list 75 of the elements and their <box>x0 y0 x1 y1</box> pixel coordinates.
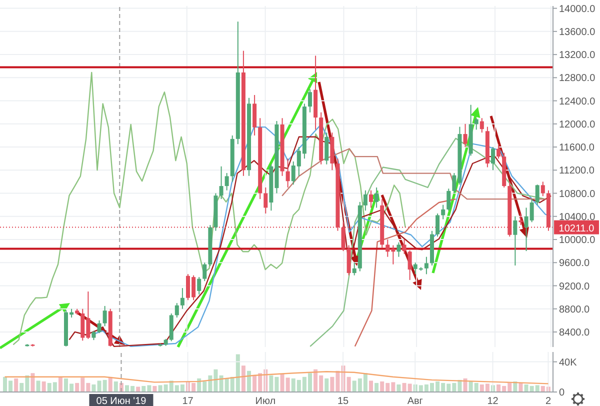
candlestick <box>363 190 368 212</box>
candlestick <box>324 132 329 165</box>
bar <box>247 370 251 392</box>
y-tick-label: 8800.0 <box>559 304 590 316</box>
y-tick-label: 10400.0 <box>559 212 596 223</box>
candlestick <box>308 88 312 113</box>
candlestick <box>252 94 257 136</box>
candlestick <box>436 212 440 238</box>
candlestick <box>402 239 406 254</box>
y-tick-label: 8400.0 <box>559 328 590 339</box>
y-tick-label: 13200.0 <box>559 50 596 62</box>
candlestick <box>197 276 202 295</box>
bar <box>30 373 35 392</box>
line-series <box>354 198 456 347</box>
x-tick-label: 12 <box>487 396 499 406</box>
y-tick-label: 40K <box>559 357 578 368</box>
y-tick-label: 14000.0 <box>559 4 596 15</box>
bar <box>36 380 40 392</box>
candlestick <box>224 172 229 191</box>
candlestick <box>396 242 401 258</box>
candlestick <box>180 288 184 310</box>
y-tick-label: 9200.0 <box>559 281 590 292</box>
candlestick <box>441 204 446 220</box>
candlestick <box>174 302 179 318</box>
y-tick-label: 0 <box>559 388 565 399</box>
x-tick-label: 17 <box>182 396 194 406</box>
y-tick-label: 12400.0 <box>559 96 596 108</box>
bar <box>114 381 118 392</box>
bar <box>374 382 379 392</box>
bar <box>42 381 46 392</box>
x-tick-label: 05 Июн '19 <box>96 396 147 406</box>
y-tick-label: 9600.0 <box>559 258 590 270</box>
line-series <box>4 371 549 384</box>
y-tick-label: 11200.0 <box>559 166 595 177</box>
x-tick-label: 15 <box>337 396 350 406</box>
bar <box>152 386 157 392</box>
candlestick <box>513 216 518 266</box>
candlestick <box>491 146 495 171</box>
candlestick <box>92 330 96 341</box>
candlestick <box>535 184 540 206</box>
y-tick-label: 12000.0 <box>559 119 596 130</box>
bar <box>92 384 96 392</box>
bar <box>14 378 18 392</box>
x-tick-label: 2 <box>545 396 552 406</box>
candlestick <box>424 256 428 275</box>
candlestick <box>463 123 468 148</box>
candlestick <box>286 158 290 188</box>
bar <box>136 386 140 392</box>
bar <box>241 366 246 392</box>
bar <box>58 376 62 392</box>
candlestick <box>446 188 451 212</box>
candlestick <box>202 262 207 282</box>
candlestick <box>219 166 224 200</box>
y-tick-label: 12800.0 <box>559 73 596 84</box>
candlestick <box>374 186 379 208</box>
bar <box>396 384 401 392</box>
candlestick <box>408 250 412 280</box>
x-tick-label: Авг <box>407 396 424 406</box>
y-tick-label: 10800.0 <box>559 188 596 200</box>
candlestick <box>264 186 268 214</box>
ref-line-label: 10211.0 <box>558 223 595 234</box>
y-tick-label: 13600.0 <box>559 26 596 38</box>
bar <box>324 378 329 392</box>
bar <box>369 380 373 392</box>
candlestick <box>369 190 373 208</box>
candlestick <box>474 118 478 130</box>
candlestick <box>496 144 501 160</box>
candlestick <box>480 118 484 134</box>
candlestick <box>540 181 545 197</box>
y-tick-label: 10000.0 <box>559 235 596 246</box>
candlestick <box>97 320 102 334</box>
x-tick-label: Июл <box>255 396 276 406</box>
y-tick-label: 11600.0 <box>559 142 595 154</box>
candlestick <box>102 305 107 327</box>
candlestick <box>352 262 356 276</box>
